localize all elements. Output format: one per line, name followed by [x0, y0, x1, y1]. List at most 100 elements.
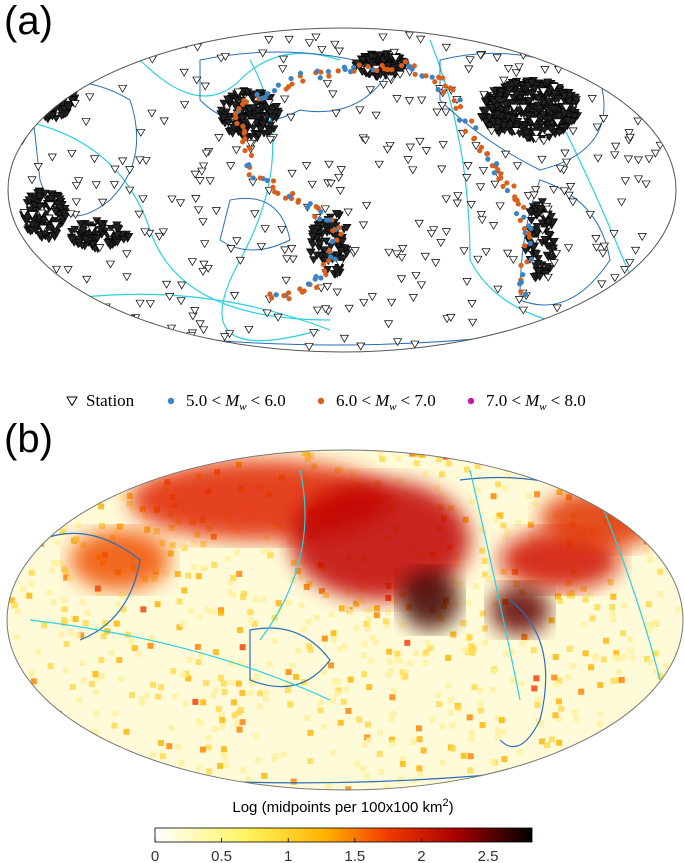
station: [378, 33, 388, 42]
density-cell: [596, 721, 603, 728]
density-cell: [135, 650, 142, 657]
earthquake: [305, 281, 311, 287]
density-cell: [26, 517, 33, 524]
density-cell: [212, 687, 219, 694]
density-cell: [445, 654, 452, 661]
density-cell: [93, 689, 100, 696]
density-cell: [307, 729, 314, 736]
station: [26, 87, 36, 96]
station: [55, 195, 65, 204]
station: [610, 274, 620, 283]
density-cell: [372, 639, 379, 646]
density-cell: [384, 622, 391, 629]
station: [308, 241, 318, 250]
density-cell: [76, 697, 83, 704]
station: [320, 205, 330, 214]
density-cell: [236, 570, 243, 577]
station: [360, 136, 370, 145]
density-cell: [384, 671, 391, 678]
station: [414, 219, 424, 228]
density-hotspot: [290, 480, 470, 600]
station: [264, 99, 274, 108]
earthquake: [440, 75, 446, 81]
density-cell: [71, 457, 78, 464]
density-cell: [556, 677, 563, 684]
station: [477, 113, 487, 122]
density-cell: [642, 496, 649, 503]
station: [91, 181, 101, 190]
station: [28, 100, 38, 109]
density-cell: [82, 491, 89, 498]
plate-boundary: [259, 469, 306, 641]
station: [43, 90, 53, 99]
earthquake: [453, 105, 459, 111]
density-cell: [21, 488, 28, 495]
density-cell: [345, 707, 352, 714]
density-cell: [551, 674, 558, 681]
density-cell: [619, 721, 626, 728]
station: [192, 76, 202, 85]
density-cell: [556, 739, 563, 746]
earthquake: [267, 291, 273, 297]
station: [282, 255, 292, 264]
station: [41, 81, 51, 90]
station: [17, 89, 27, 98]
station: [471, 142, 481, 151]
density-cell: [402, 669, 409, 676]
density-cell: [424, 639, 431, 646]
plate-boundary: [59, 293, 331, 331]
station: [358, 221, 369, 230]
density-cell: [674, 745, 681, 752]
density-cell: [623, 727, 630, 734]
density-cell: [277, 607, 284, 614]
density-cell: [525, 492, 532, 499]
density-cell: [670, 466, 677, 473]
density-cell: [11, 493, 18, 500]
station: [63, 103, 73, 112]
station: [404, 31, 415, 40]
station: [25, 104, 35, 112]
density-cell: [226, 589, 233, 596]
density-cell: [179, 620, 186, 627]
earthquake: [264, 91, 271, 97]
density-cell: [218, 712, 225, 719]
density-cell: [196, 614, 203, 621]
station: [463, 162, 473, 170]
station: [119, 235, 129, 244]
density-cell: [449, 789, 456, 790]
station: [543, 218, 553, 227]
density-cell: [489, 686, 496, 693]
density-cell: [386, 658, 393, 665]
station: [396, 275, 407, 284]
density-cell: [290, 778, 297, 785]
station: [342, 223, 352, 232]
density-cell: [61, 751, 68, 758]
earthquake: [320, 261, 326, 268]
station: [420, 252, 430, 261]
station: [47, 95, 57, 103]
colorbar-tick-label: 1: [284, 848, 292, 863]
station: [467, 299, 477, 308]
earthquake: [313, 204, 319, 210]
density-cell: [322, 592, 329, 599]
density-cell: [337, 719, 344, 726]
station: [54, 203, 64, 212]
density-cell: [331, 678, 338, 685]
station: [630, 246, 641, 255]
earthquake: [517, 281, 523, 287]
station: [30, 96, 40, 105]
station: [48, 89, 58, 98]
earthquake: [462, 118, 468, 124]
earthquake: [511, 183, 517, 189]
station: [94, 58, 104, 67]
density-cell: [653, 668, 660, 675]
station: [78, 227, 88, 236]
station: [271, 102, 281, 111]
station: [45, 201, 55, 210]
density-cell: [122, 456, 129, 463]
density-cell: [580, 621, 587, 628]
station: [198, 268, 208, 276]
density-cell: [25, 493, 32, 500]
density-cell: [653, 619, 660, 626]
station: [560, 123, 570, 132]
